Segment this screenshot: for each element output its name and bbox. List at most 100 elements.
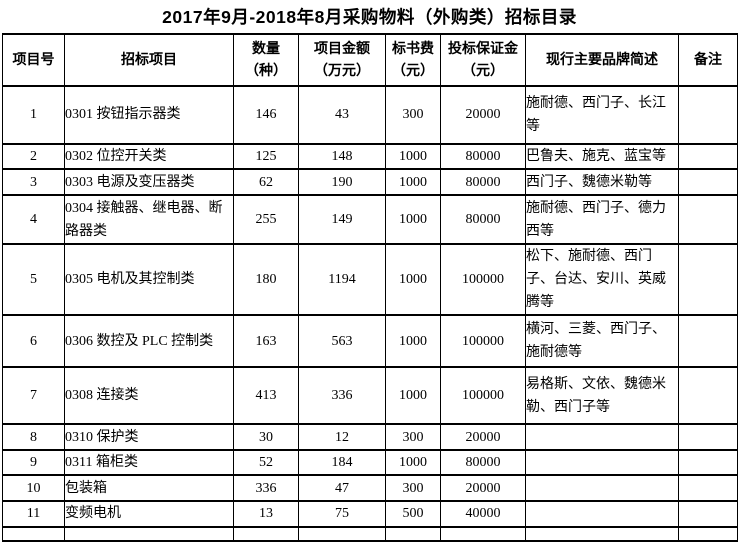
header-amount: 项目金额 （万元） [298,33,386,87]
cell-empty [298,525,386,542]
cell-remark [678,194,738,246]
cell-quantity: 255 [233,194,299,246]
cell-quantity: 180 [233,243,299,317]
cell-empty [233,525,299,542]
table-row: 3 0303 电源及变压器类 62 190 1000 80000 西门子、魏德米… [2,168,738,197]
cell-bid-deposit: 80000 [440,168,526,197]
table-row: 5 0305 电机及其控制类 180 1194 1000 100000 松下、施… [2,243,738,317]
cell-remark [678,449,738,477]
cell-empty [64,525,234,542]
cell-remark [678,142,738,171]
header-sub: （元） [392,62,434,78]
cell-amount: 75 [298,500,386,528]
cell-empty [440,525,526,542]
cell-item-no: 9 [2,449,65,477]
cell-remark [678,500,738,528]
cell-empty [2,525,65,542]
header-sub: （万元） [314,62,370,78]
cell-brands: 横河、三菱、西门子、施耐德等 [525,314,679,369]
cell-bid-deposit: 80000 [440,142,526,171]
cell-item-no: 7 [2,366,65,426]
cell-tender-fee: 500 [385,500,441,528]
cell-project: 0306 数控及 PLC 控制类 [64,314,234,369]
bidding-catalog-table: 项目号 招标项目 数量 （种） 项目金额 （万元） 标书费 （元） 投标保证金 （元） … [2,33,738,542]
cell-bid-deposit: 100000 [440,314,526,369]
cell-item-no: 10 [2,474,65,503]
cell-brands: 巴鲁夫、施克、蓝宝等 [525,142,679,171]
cell-amount: 12 [298,423,386,452]
cell-brands: 松下、施耐德、西门子、台达、安川、英威腾等 [525,243,679,317]
cell-amount: 563 [298,314,386,369]
header-label: 备注 [694,51,722,68]
cell-item-no: 2 [2,142,65,171]
header-label: 投标保证金 [448,40,518,57]
table-row: 7 0308 连接类 413 336 1000 100000 易格斯、文依、魏德… [2,366,738,426]
table-row-partial [2,525,738,542]
cell-tender-fee: 1000 [385,168,441,197]
cell-project: 0302 位控开关类 [64,142,234,171]
cell-brands [525,423,679,452]
cell-project: 0305 电机及其控制类 [64,243,234,317]
cell-bid-deposit: 80000 [440,449,526,477]
cell-remark [678,314,738,369]
header-label: 项目金额 [314,40,370,57]
cell-brands: 易格斯、文依、魏德米勒、西门子等 [525,366,679,426]
cell-tender-fee: 300 [385,423,441,452]
cell-amount: 149 [298,194,386,246]
cell-bid-deposit: 40000 [440,500,526,528]
table-row: 6 0306 数控及 PLC 控制类 163 563 1000 100000 横… [2,314,738,369]
cell-item-no: 4 [2,194,65,246]
cell-empty [385,525,441,542]
page-title: 2017年9月-2018年8月采购物料（外购类）招标目录 [162,7,577,27]
cell-tender-fee: 1000 [385,142,441,171]
cell-brands: 施耐德、西门子、德力西等 [525,194,679,246]
header-label: 标书费 [392,40,434,57]
cell-bid-deposit: 80000 [440,194,526,246]
header-remark: 备注 [678,33,738,87]
cell-project: 0301 按钮指示器类 [64,85,234,145]
table-row: 8 0310 保护类 30 12 300 20000 [2,423,738,452]
cell-project: 0304 接触器、继电器、断路器类 [64,194,234,246]
header-sub: （元） [462,62,504,78]
cell-project: 包装箱 [64,474,234,503]
cell-project: 0310 保护类 [64,423,234,452]
cell-project: 0311 箱柜类 [64,449,234,477]
table-row: 10 包装箱 336 47 300 20000 [2,474,738,503]
header-label: 数量 [252,40,280,57]
cell-item-no: 6 [2,314,65,369]
cell-amount: 190 [298,168,386,197]
header-item-no: 项目号 [2,33,65,87]
table-row: 1 0301 按钮指示器类 146 43 300 20000 施耐德、西门子、长… [2,85,738,145]
header-tender-fee: 标书费 （元） [385,33,441,87]
cell-item-no: 3 [2,168,65,197]
cell-amount: 1194 [298,243,386,317]
cell-empty [525,525,679,542]
cell-item-no: 5 [2,243,65,317]
cell-quantity: 125 [233,142,299,171]
cell-brands [525,474,679,503]
cell-quantity: 13 [233,500,299,528]
cell-tender-fee: 1000 [385,314,441,369]
cell-amount: 184 [298,449,386,477]
cell-project: 变频电机 [64,500,234,528]
cell-quantity: 146 [233,85,299,145]
cell-tender-fee: 1000 [385,449,441,477]
cell-quantity: 413 [233,366,299,426]
document-page: { "title": "2017年9月-2018年8月采购物料（外购类）招标目录… [2,7,738,542]
header-project: 招标项目 [64,33,234,87]
cell-remark [678,423,738,452]
cell-quantity: 62 [233,168,299,197]
cell-quantity: 336 [233,474,299,503]
cell-tender-fee: 300 [385,85,441,145]
table-row: 9 0311 箱柜类 52 184 1000 80000 [2,449,738,477]
cell-item-no: 8 [2,423,65,452]
cell-quantity: 163 [233,314,299,369]
cell-bid-deposit: 20000 [440,85,526,145]
header-row: 项目号 招标项目 数量 （种） 项目金额 （万元） 标书费 （元） 投标保证金 （元） … [2,33,738,87]
header-sub: （种） [245,62,287,78]
cell-remark [678,366,738,426]
cell-amount: 47 [298,474,386,503]
cell-tender-fee: 1000 [385,366,441,426]
cell-remark [678,168,738,197]
table-row: 11 变频电机 13 75 500 40000 [2,500,738,528]
